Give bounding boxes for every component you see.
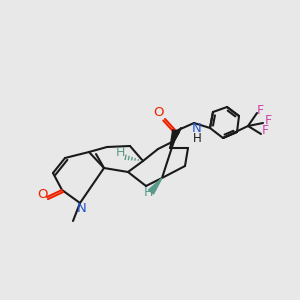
Text: F: F xyxy=(261,124,268,136)
Text: H: H xyxy=(143,187,153,200)
Polygon shape xyxy=(170,130,179,148)
Text: H: H xyxy=(115,146,125,158)
Polygon shape xyxy=(148,178,162,194)
Text: F: F xyxy=(264,113,272,127)
Text: O: O xyxy=(154,106,164,118)
Text: O: O xyxy=(37,188,47,200)
Text: N: N xyxy=(77,202,87,215)
Text: N: N xyxy=(192,122,202,136)
Text: F: F xyxy=(256,103,264,116)
Text: H: H xyxy=(193,133,201,146)
